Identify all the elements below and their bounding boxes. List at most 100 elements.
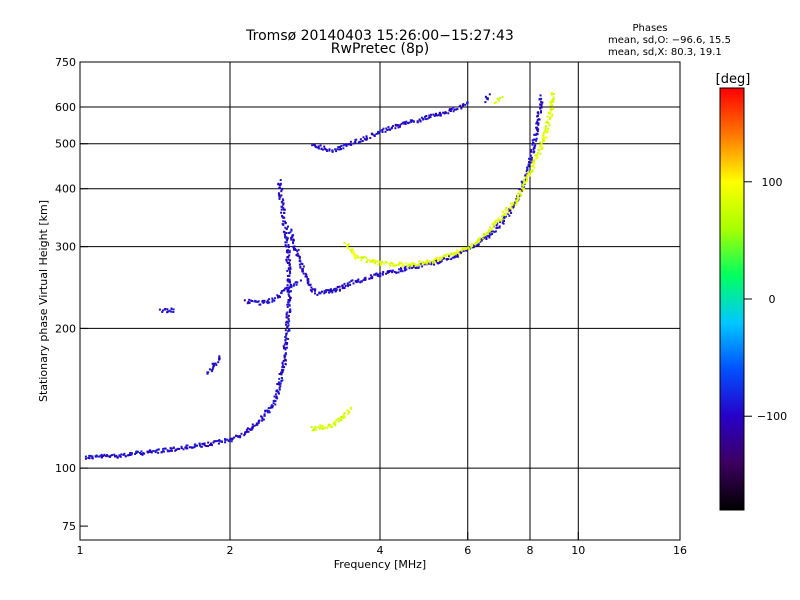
data-point xyxy=(378,275,381,278)
data-point xyxy=(364,278,366,281)
data-point xyxy=(506,209,509,212)
data-point xyxy=(527,163,530,166)
data-point xyxy=(166,308,169,311)
data-point xyxy=(147,450,150,453)
data-point xyxy=(484,95,487,98)
data-point xyxy=(537,149,540,151)
data-point xyxy=(289,310,292,313)
data-point xyxy=(289,231,292,234)
data-point xyxy=(441,257,444,260)
data-point xyxy=(279,382,282,385)
data-point xyxy=(263,413,266,416)
data-point xyxy=(459,251,462,254)
data-point xyxy=(360,280,363,283)
y-tick-label: 300 xyxy=(55,241,76,254)
data-point xyxy=(468,248,471,251)
data-point xyxy=(533,145,536,148)
data-point xyxy=(226,438,228,441)
data-point xyxy=(478,240,481,243)
data-point xyxy=(311,288,314,291)
data-point xyxy=(177,447,180,450)
data-point xyxy=(377,274,380,277)
data-point xyxy=(387,126,390,129)
data-point xyxy=(437,258,439,261)
data-point xyxy=(401,270,404,273)
data-point xyxy=(178,448,181,450)
data-point xyxy=(527,165,530,168)
data-point xyxy=(499,97,501,100)
data-point xyxy=(263,414,266,417)
data-point xyxy=(535,132,538,135)
data-point xyxy=(285,312,288,315)
data-point xyxy=(400,268,403,271)
data-point xyxy=(278,383,280,386)
data-point xyxy=(215,440,218,443)
data-point xyxy=(439,258,442,261)
data-point xyxy=(289,270,291,273)
data-point xyxy=(365,261,368,263)
data-point xyxy=(257,300,260,303)
data-point xyxy=(520,190,523,193)
data-point xyxy=(286,275,289,277)
data-point xyxy=(412,264,415,267)
data-point xyxy=(277,183,280,186)
data-point xyxy=(334,420,337,423)
data-point xyxy=(489,226,491,229)
data-point xyxy=(263,301,266,303)
data-point xyxy=(248,298,251,301)
data-point xyxy=(535,157,538,160)
data-point xyxy=(470,245,473,248)
data-point xyxy=(292,284,295,287)
data-point xyxy=(284,348,287,351)
data-point xyxy=(407,122,410,125)
data-point xyxy=(449,110,452,112)
data-point xyxy=(212,441,215,444)
data-point xyxy=(293,245,296,248)
data-point xyxy=(310,426,313,428)
data-point xyxy=(139,452,141,454)
data-point xyxy=(286,262,289,264)
phase-stats-x: mean, sd,X: 80.3, 19.1 xyxy=(608,47,722,58)
data-point xyxy=(285,236,288,239)
data-point xyxy=(285,260,288,263)
data-point xyxy=(313,428,316,431)
data-point xyxy=(543,138,546,141)
data-point xyxy=(515,197,518,200)
data-point xyxy=(321,427,324,430)
data-point xyxy=(287,258,290,261)
data-point xyxy=(391,271,394,274)
data-point xyxy=(298,255,301,258)
data-point xyxy=(498,99,500,102)
data-point xyxy=(275,390,278,393)
data-point xyxy=(129,454,132,456)
data-point xyxy=(175,448,178,451)
data-point xyxy=(335,419,338,422)
x-tick-label: 2 xyxy=(227,544,234,557)
data-point xyxy=(274,297,276,300)
data-point xyxy=(280,290,283,292)
data-point xyxy=(379,275,382,277)
data-point xyxy=(278,373,281,375)
data-point xyxy=(384,130,387,133)
data-point xyxy=(399,270,402,273)
data-point xyxy=(511,204,514,207)
data-point xyxy=(255,300,257,303)
data-point xyxy=(284,363,287,366)
data-point xyxy=(512,204,515,207)
data-point xyxy=(285,241,288,244)
data-point xyxy=(362,136,365,139)
data-point xyxy=(355,256,358,259)
data-point xyxy=(124,455,127,458)
data-point xyxy=(536,130,539,133)
data-point xyxy=(298,260,301,262)
data-point xyxy=(149,449,152,452)
data-point xyxy=(492,222,495,225)
data-point xyxy=(378,260,381,263)
data-point xyxy=(421,262,424,265)
data-point xyxy=(456,253,459,256)
data-point xyxy=(322,427,325,430)
data-point xyxy=(217,442,220,445)
data-point xyxy=(280,373,283,376)
data-point xyxy=(247,301,250,303)
data-point xyxy=(392,125,395,127)
